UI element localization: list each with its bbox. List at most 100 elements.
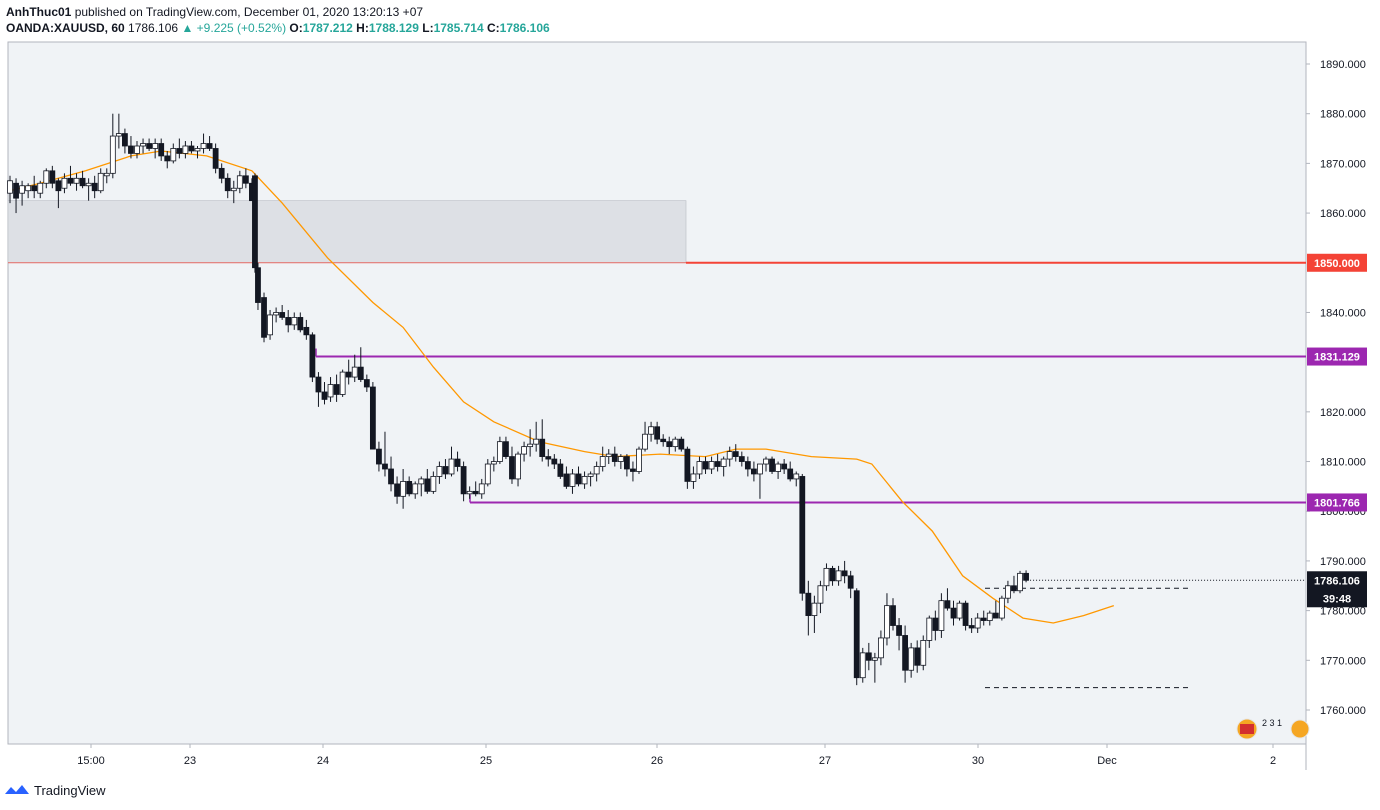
candle: [242, 168, 249, 189]
candle: [460, 461, 467, 502]
candle: [1005, 580, 1011, 604]
candle-body-up: [436, 466, 443, 477]
candle-body-down: [829, 567, 836, 582]
candle-body-up: [182, 145, 189, 154]
candle: [146, 138, 153, 151]
supply-zone[interactable]: [7, 200, 687, 264]
plot-area[interactable]: [7, 41, 1307, 745]
candle-body-down: [158, 143, 165, 157]
tradingview-logo-icon[interactable]: [4, 782, 30, 798]
candle-body-up: [418, 478, 425, 485]
candle-body-down: [164, 155, 171, 162]
candle-body-down: [472, 490, 479, 495]
candle: [55, 178, 62, 209]
candle: [938, 593, 945, 638]
candle: [648, 421, 654, 442]
candle: [908, 642, 915, 678]
candle: [859, 647, 866, 683]
candle: [212, 143, 219, 174]
candle: [515, 451, 521, 487]
candle: [757, 463, 763, 499]
candle-body-down: [769, 458, 775, 472]
candle: [182, 141, 189, 159]
candle: [109, 113, 116, 179]
candle-body-down: [224, 177, 231, 192]
candle: [394, 476, 400, 504]
candle: [170, 143, 177, 164]
candle-body-up: [690, 473, 697, 482]
candle-body-down: [67, 177, 74, 184]
candle: [315, 372, 322, 407]
candle-body-down: [660, 438, 667, 443]
current-price-tag[interactable]: [1307, 571, 1367, 608]
candle: [291, 312, 298, 330]
high-label: H:: [356, 21, 369, 35]
candle-body-up: [25, 185, 32, 192]
candle-body-down: [279, 312, 286, 318]
candle: [333, 374, 340, 402]
candle: [998, 595, 1005, 621]
candle-body-up: [920, 640, 927, 666]
candle-body-down: [303, 326, 310, 336]
candle-body-up: [273, 312, 280, 316]
candle-body-down: [509, 456, 515, 480]
candle: [611, 446, 618, 467]
candle: [91, 175, 98, 199]
low-value: 1785.714: [433, 21, 484, 35]
candle: [436, 461, 443, 484]
candle-body-down: [297, 317, 304, 331]
candle-body-down: [424, 478, 431, 492]
candle: [920, 635, 927, 671]
candle-body-down: [122, 133, 128, 147]
candle: [956, 600, 963, 621]
candle-body-up: [908, 647, 915, 671]
level-price-tag[interactable]: [1307, 347, 1367, 366]
candle-body-up: [642, 433, 648, 450]
candle-body-down: [261, 297, 267, 338]
candle: [732, 444, 739, 462]
candle-body-down: [376, 448, 382, 465]
candle: [31, 175, 38, 199]
candle-body-up: [708, 461, 715, 470]
candle-body-down: [980, 617, 987, 621]
candle-body-up: [587, 473, 594, 477]
candle: [714, 454, 721, 472]
candle: [279, 305, 286, 320]
candle-body-down: [932, 617, 939, 631]
candle-body-down: [944, 600, 951, 609]
footer-brand[interactable]: TradingView: [34, 782, 106, 798]
candle: [273, 307, 280, 323]
candle-body-down: [678, 438, 685, 450]
candle-body-down: [382, 463, 388, 470]
candle: [551, 454, 558, 469]
y-tick-label: 1780.000: [1320, 606, 1366, 618]
candle: [533, 421, 540, 452]
price-chart[interactable]: 1890.000 1880.000 1870.000 1860.000 1840.000…: [0, 0, 1380, 780]
published-text: published on TradingView.com, December 0…: [74, 5, 424, 19]
current-price-label: 1786.106: [1314, 575, 1360, 587]
candle: [412, 481, 419, 499]
candle: [696, 456, 703, 479]
candle: [1017, 570, 1023, 594]
candle: [968, 618, 975, 633]
publisher-name[interactable]: AnhThuc01: [6, 5, 72, 19]
level-price-tag[interactable]: [1307, 253, 1367, 272]
candle: [896, 618, 902, 651]
candle-body-down: [654, 426, 661, 440]
level-price-tag[interactable]: [1307, 493, 1367, 512]
candle: [829, 565, 836, 586]
next-event-icon[interactable]: [1290, 719, 1310, 739]
candle: [85, 178, 92, 201]
candle: [569, 468, 576, 494]
candle-body-down: [847, 575, 854, 589]
candle: [43, 168, 50, 189]
candle: [890, 598, 896, 631]
event-icons[interactable]: 2 3 1: [1236, 718, 1310, 740]
candle: [115, 113, 122, 149]
y-tick-label: 1760.000: [1320, 705, 1366, 717]
candle-body-down: [503, 441, 509, 457]
candle: [200, 133, 207, 154]
symbol-label[interactable]: OANDA:XAUUSD, 60: [6, 21, 125, 35]
candle-body-down: [460, 466, 467, 495]
candle-body-down: [575, 473, 582, 485]
